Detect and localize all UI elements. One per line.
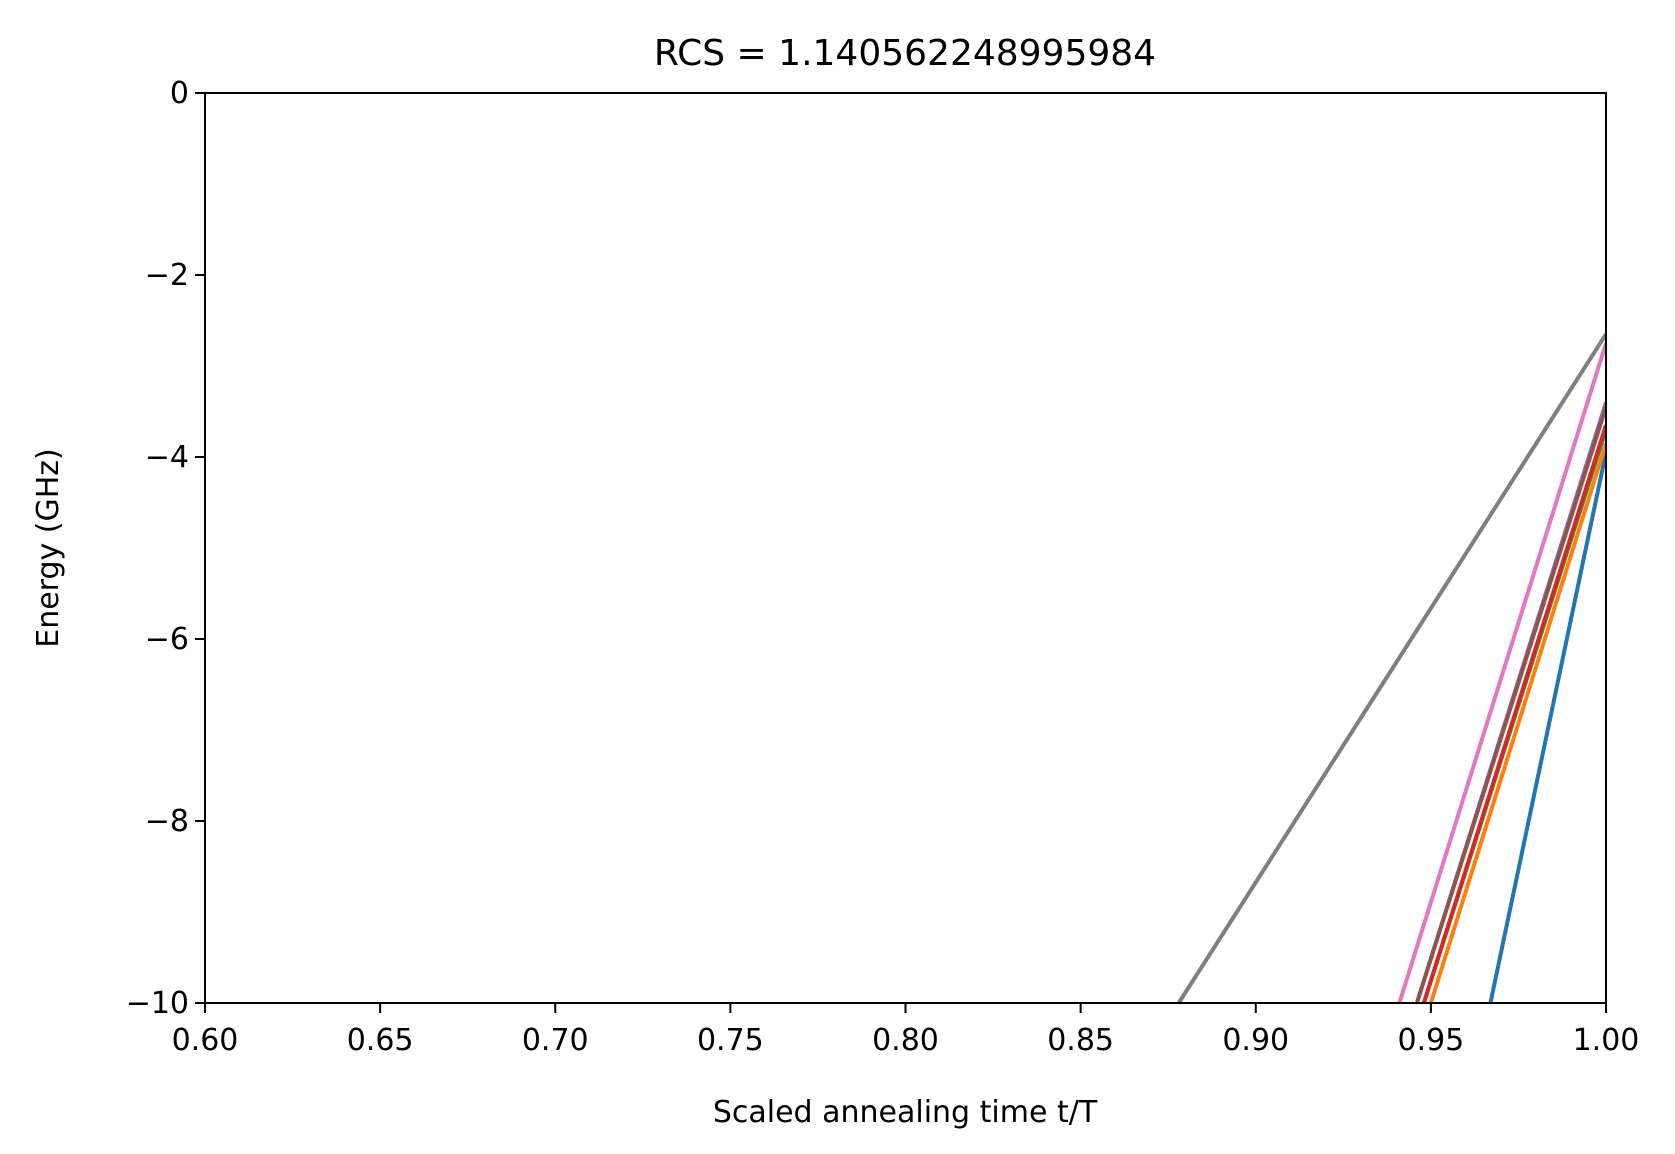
y-axis-label: Energy (GHz) xyxy=(31,448,66,648)
y-tick-label: −6 xyxy=(145,622,189,657)
x-tick-label: 0.95 xyxy=(1397,1023,1464,1058)
series-line-4 xyxy=(1421,424,1606,1003)
y-tick-label: −8 xyxy=(145,804,189,839)
y-tick-label: −10 xyxy=(126,986,189,1021)
series-layer xyxy=(1177,333,1606,1003)
plot-area xyxy=(205,93,1606,1003)
y-tick-label: −4 xyxy=(145,440,189,475)
x-tick-label: 0.65 xyxy=(347,1023,414,1058)
x-tick-label: 0.60 xyxy=(172,1023,239,1058)
x-tick-label: 1.00 xyxy=(1573,1023,1640,1058)
y-axis-ticks: 0 −2 −4 −6 −8 −10 xyxy=(126,76,205,1021)
x-tick-label: 0.70 xyxy=(522,1023,589,1058)
series-line-1 xyxy=(1488,452,1606,1003)
series-line-6 xyxy=(1414,406,1606,1003)
series-line-8 xyxy=(1177,333,1606,1003)
x-tick-label: 0.85 xyxy=(1047,1023,1114,1058)
x-axis-ticks: 0.60 0.65 0.70 0.75 0.80 0.85 0.90 0.95 1.00 xyxy=(172,1003,1640,1058)
chart-title: RCS = 1.140562248995984 xyxy=(654,33,1156,74)
x-tick-label: 0.90 xyxy=(1222,1023,1289,1058)
series-line-7 xyxy=(1397,342,1606,1003)
x-tick-label: 0.80 xyxy=(872,1023,939,1058)
x-tick-label: 0.75 xyxy=(697,1023,764,1058)
y-tick-label: 0 xyxy=(170,76,189,111)
x-axis-label: Scaled annealing time t/T xyxy=(713,1095,1098,1130)
y-tick-label: −2 xyxy=(145,258,189,293)
series-line-2 xyxy=(1428,442,1606,1003)
